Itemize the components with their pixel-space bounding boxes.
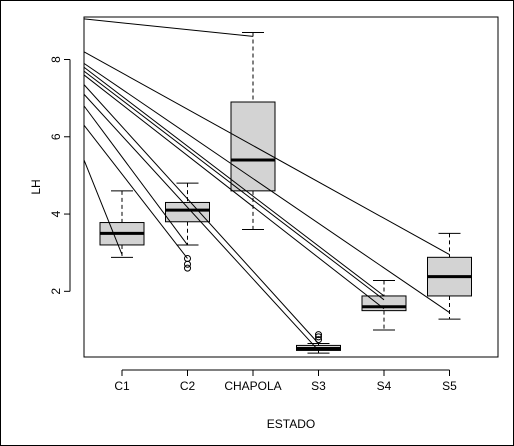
y-axis: 2 4 6 8 [49,56,71,295]
overlay-line [83,62,450,313]
x-tick-label: C2 [180,379,196,393]
outlier-point [184,264,191,272]
overlay-line [83,84,319,344]
y-tick-label: 2 [49,288,63,295]
x-tick-label: S4 [377,379,392,393]
x-tick-label: S3 [311,379,326,393]
x-tick-label: C1 [114,379,130,393]
x-axis-label: ESTADO [267,417,315,431]
outlier-point [315,331,322,339]
overlay-line [83,74,385,310]
box-chapola [230,31,276,230]
plot-area-border [83,16,499,358]
overlay-lines [83,18,450,351]
overlay-line [83,51,450,256]
box-c1 [99,190,145,258]
outlier-point [184,254,191,262]
y-tick-label: 6 [49,133,63,140]
overlay-line [83,124,188,259]
x-axis: C1 C2 CHAPOLA S3 S4 S5 [114,369,457,393]
outlier-point [184,260,191,268]
x-tick-label: S5 [442,379,457,393]
overlay-line [83,70,385,301]
y-axis-label: LH [29,179,43,194]
outlier-point [315,333,322,341]
overlay-line [83,93,319,351]
overlay-line [83,66,385,297]
y-tick-label: 8 [49,56,63,63]
x-tick-label: CHAPOLA [224,379,281,393]
iqr-box [230,101,276,192]
overlay-line [83,105,188,246]
y-tick-label: 4 [49,210,63,217]
box-s5 [427,232,472,320]
overlay-line [83,159,123,255]
boxes [99,31,472,354]
overlay-line [83,18,254,37]
iqr-box [165,201,210,223]
